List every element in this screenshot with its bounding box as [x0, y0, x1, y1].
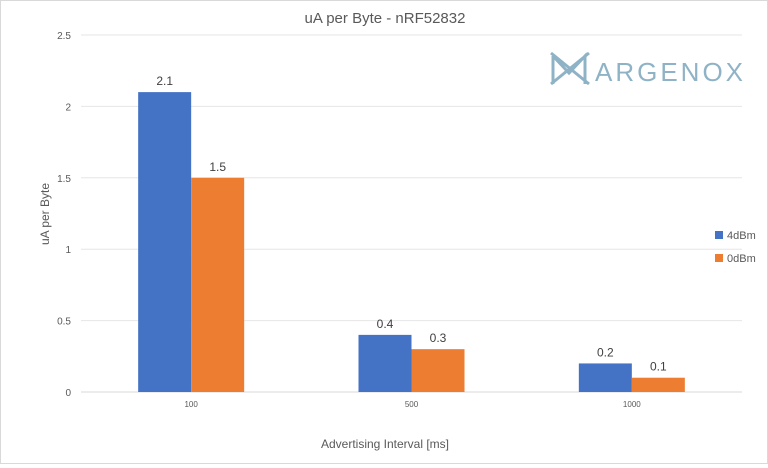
data-label: 0.3 — [430, 331, 447, 345]
data-label: 2.1 — [156, 74, 173, 88]
y-axis-tick-labels: 0 0.5 1 1.5 2 2.5 — [57, 31, 71, 399]
x-tick-label: 500 — [405, 400, 419, 409]
y-tick-label: 1 — [65, 245, 71, 256]
data-labels: 2.1 1.5 0.4 0.3 0.2 0.1 — [156, 74, 667, 374]
bars — [138, 92, 685, 393]
bar-0dBm-500 — [411, 349, 465, 392]
bar-0dBm-1000 — [631, 377, 685, 392]
legend: 4dBm 0dBm — [715, 230, 756, 265]
bar-4dBm-100 — [138, 92, 192, 393]
x-tick-label: 1000 — [623, 400, 641, 409]
y-tick-label: 1.5 — [57, 174, 71, 185]
legend-label: 4dBm — [727, 230, 756, 242]
y-tick-label: 0.5 — [57, 317, 71, 328]
y-axis-label: uA per Byte — [38, 183, 52, 245]
bar-4dBm-1000 — [578, 363, 632, 392]
bar-0dBm-100 — [191, 177, 245, 392]
data-label: 0.2 — [597, 345, 614, 359]
data-label: 0.1 — [650, 360, 667, 374]
y-tick-label: 2.5 — [57, 31, 71, 42]
legend-swatch — [715, 231, 723, 239]
legend-swatch — [715, 254, 723, 262]
x-axis-tick-labels: 100 500 1000 — [184, 400, 641, 409]
logo-text: ARGENOX — [595, 57, 746, 87]
y-tick-label: 2 — [65, 102, 71, 113]
legend-label: 0dBm — [727, 253, 756, 265]
argenox-mx-logo-icon — [550, 51, 590, 86]
chart-title: uA per Byte - nRF52832 — [305, 10, 466, 27]
y-tick-label: 0 — [65, 388, 71, 399]
bar-4dBm-500 — [358, 334, 412, 392]
x-tick-label: 100 — [184, 400, 198, 409]
data-label: 1.5 — [209, 160, 226, 174]
data-label: 0.4 — [377, 317, 394, 331]
x-axis-label: Advertising Interval [ms] — [321, 437, 449, 451]
argenox-logo: ARGENOX — [550, 51, 746, 87]
